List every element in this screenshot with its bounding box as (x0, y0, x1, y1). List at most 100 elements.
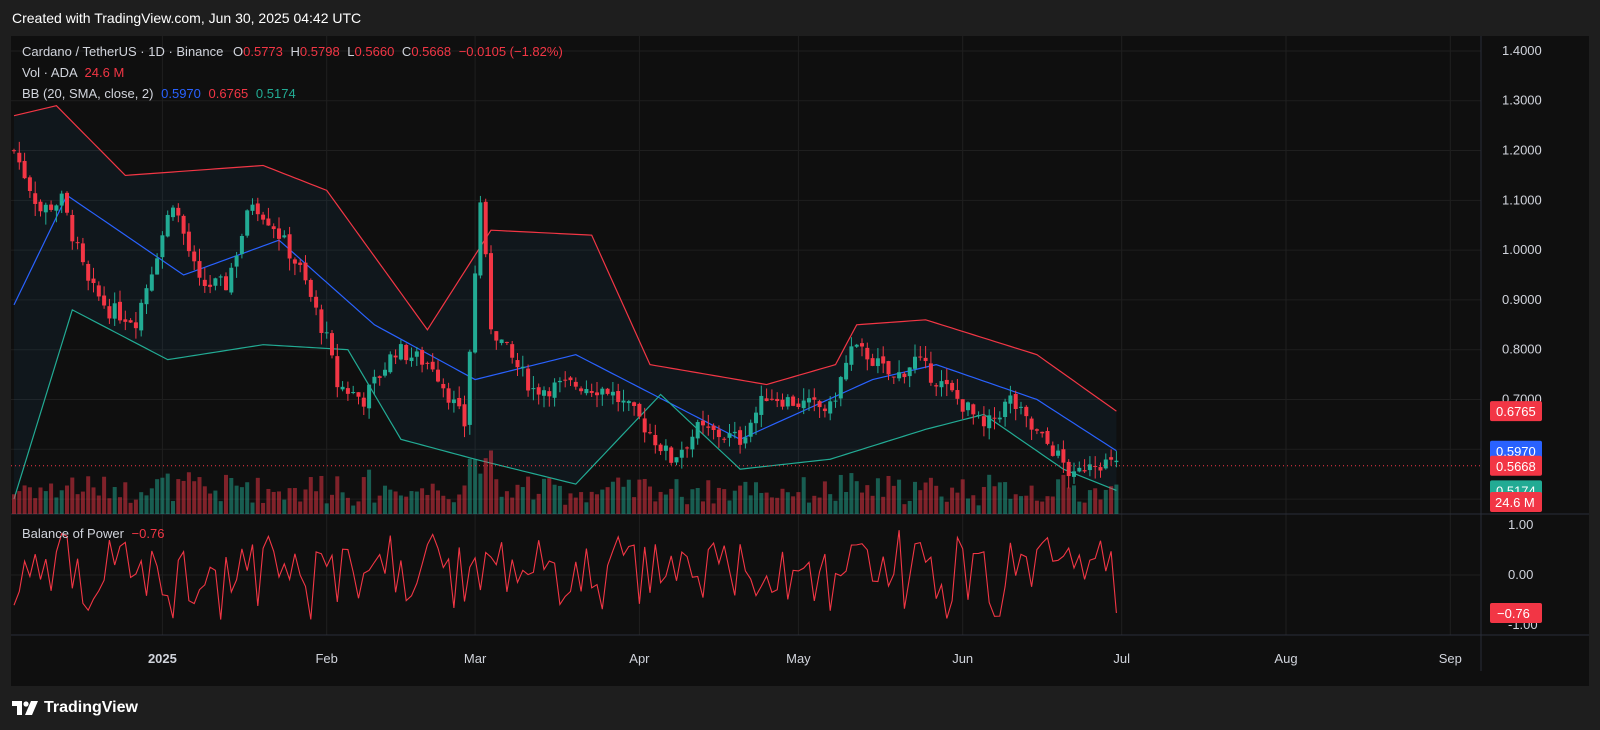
bb-basis-value: 0.5970 (161, 86, 201, 101)
volume-bar (992, 486, 997, 514)
candle-body (981, 416, 986, 427)
volume-bar (987, 474, 992, 514)
candle-body (139, 302, 144, 331)
volume-bar (637, 479, 642, 514)
volume-legend[interactable]: Vol · ADA 24.6 M (22, 65, 124, 80)
volume-bar (128, 502, 133, 514)
bb-upper-value: 0.6765 (208, 86, 249, 101)
candle-body (939, 381, 944, 388)
candle-body (621, 400, 626, 403)
candle-body (425, 362, 430, 364)
volume-bar (796, 492, 801, 514)
volume-bar (65, 485, 69, 514)
volume-bar (610, 481, 615, 514)
volume-bar (1024, 495, 1029, 514)
volume-bar (473, 459, 478, 514)
volume-bar (632, 497, 637, 514)
volume-bar (239, 487, 244, 514)
candle-body (75, 242, 80, 244)
candle-body (255, 203, 260, 215)
volume-value: 24.6 M (84, 65, 125, 80)
volume-bars (12, 450, 1119, 514)
volume-bar (1082, 502, 1087, 514)
volume-bar (155, 479, 160, 514)
candle-body (473, 273, 478, 353)
bop-legend[interactable]: Balance of Power −0.76 (22, 526, 164, 541)
volume-bar (1061, 474, 1066, 514)
close-value: 0.5668 (411, 44, 452, 59)
candle-body (743, 437, 748, 444)
candle-body (340, 386, 345, 390)
volume-bar (33, 498, 38, 514)
volume-bar (335, 476, 340, 514)
candle-body (165, 214, 170, 237)
volume-bar (430, 483, 435, 514)
candle-body (1040, 431, 1045, 434)
price-tick-label: 0.9000 (1502, 292, 1542, 307)
candle-body (881, 356, 886, 364)
candle-body (319, 309, 324, 333)
volume-bar (436, 490, 440, 514)
volume-bar (118, 497, 122, 514)
volume-bar (881, 496, 886, 514)
candle-body (870, 358, 875, 366)
volume-bar (144, 495, 149, 514)
volume-bar (271, 491, 276, 514)
volume-bar (950, 487, 955, 514)
candles (12, 141, 1119, 489)
candle-body (383, 369, 387, 376)
volume-bar (1114, 484, 1119, 514)
volume-bar (913, 481, 917, 514)
price-badge (1490, 455, 1542, 476)
symbol-name[interactable]: Cardano / TetherUS · 1D · Binance (22, 44, 224, 59)
candle-body (701, 420, 705, 426)
volume-bar (1077, 501, 1082, 514)
volume-bar (22, 485, 27, 514)
volume-bar (976, 505, 981, 514)
candle-body (1013, 393, 1018, 409)
price-badge-label: 0.5668 (1496, 459, 1536, 474)
volume-bar (833, 500, 838, 514)
candle-body (1082, 470, 1087, 472)
candle-body (1034, 429, 1039, 431)
volume-bar (997, 482, 1002, 514)
volume-bar (605, 487, 610, 514)
candle-body (648, 432, 652, 434)
candle-body (764, 398, 769, 402)
candle-body (913, 356, 917, 369)
volume-bar (218, 501, 223, 514)
header-caption: Created with TradingView.com, Jun 30, 20… (0, 0, 1600, 36)
volume-bar (261, 502, 266, 514)
candle-body (685, 447, 690, 449)
volume-bar (658, 491, 663, 514)
volume-bar (854, 481, 859, 514)
candle-body (27, 177, 32, 191)
volume-bar (860, 492, 864, 514)
volume-bar (1029, 485, 1034, 514)
candle-body (404, 344, 409, 361)
volume-bar (404, 496, 409, 514)
tradingview-logo[interactable]: TradingView (12, 699, 138, 717)
volume-bar (701, 501, 705, 514)
candle-body (144, 288, 149, 305)
price-tick-label: 1.1000 (1502, 192, 1542, 207)
candle-body (674, 457, 679, 463)
candle-body (716, 429, 721, 438)
candle-body (483, 201, 488, 255)
candle-body (759, 395, 764, 415)
volume-bar (139, 492, 144, 514)
candle-body (54, 205, 59, 211)
volume-bar (716, 487, 721, 514)
chart-svg[interactable]: 1.4000 1.3000 1.2000 1.1000 1.0000 0.9000 0.80… (11, 36, 1589, 686)
candle-body (308, 279, 313, 297)
volume-bar (192, 481, 197, 514)
volume-bar (494, 479, 499, 514)
bb-legend[interactable]: BB (20, SMA, close, 2) 0.5970 0.6765 0.5… (22, 86, 296, 101)
volume-bar (441, 495, 446, 514)
candle-body (785, 397, 790, 407)
bb-upper-line (13, 105, 1117, 412)
volume-bar (165, 473, 170, 514)
candle-body (398, 344, 403, 360)
candle-body (1008, 395, 1013, 404)
bollinger-bands (13, 105, 1117, 500)
